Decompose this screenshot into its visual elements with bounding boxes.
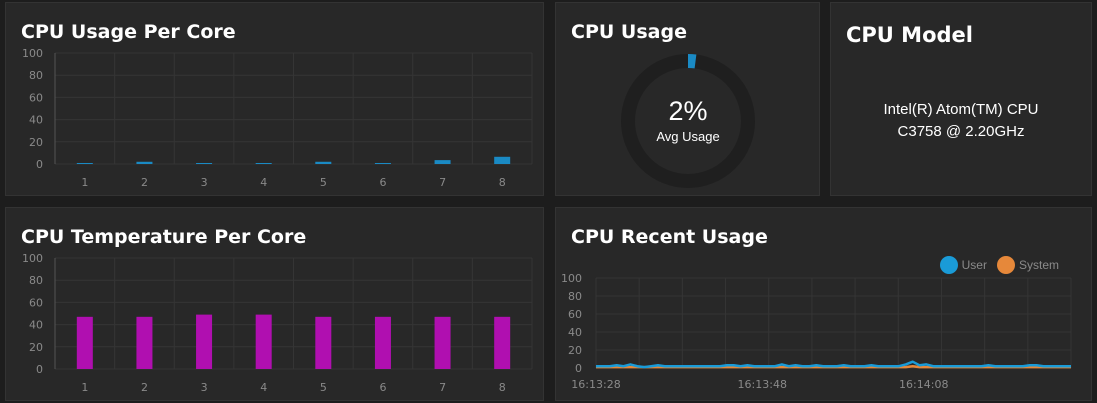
- bar[interactable]: [434, 316, 451, 369]
- per-core-usage-chart: 0 20 40 60 80 100 1 2 3 4 5 6 7 8: [22, 47, 533, 189]
- series-line-user[interactable]: [596, 360, 1071, 369]
- x-tick-label: 1: [81, 381, 88, 394]
- cpu-usage-per-core-panel: CPU Usage Per Core 0 20 40 60 80 100 1 2 3 4 5 6 7 8: [5, 2, 544, 196]
- gauge-value: 2%: [668, 96, 708, 126]
- panel-title: CPU Usage: [571, 21, 687, 43]
- cpu-usage-panel: CPU Usage 2% Avg Usage: [555, 2, 820, 196]
- gauge-label: Avg Usage: [656, 129, 720, 144]
- y-tick-label: 80: [29, 69, 43, 82]
- x-tick-label: 8: [499, 176, 506, 189]
- gauge-ring: [621, 54, 755, 188]
- y-tick-label: 100: [22, 47, 43, 60]
- x-tick-label: 5: [320, 381, 327, 394]
- cpu-model-name: Intel(R) Atom(TM) CPU C3758 @ 2.20GHz: [831, 99, 1091, 143]
- y-tick-label: 20: [29, 341, 43, 354]
- cpu-model-line: C3758 @ 2.20GHz: [897, 123, 1025, 140]
- x-tick-label: 3: [201, 381, 208, 394]
- cpu-temperature-panel: CPU Temperature Per Core 0 20 40 60 80 100 1 2 3…: [5, 207, 544, 401]
- y-tick-label: 20: [568, 344, 582, 357]
- cpu-model-panel: CPU Model Intel(R) Atom(TM) CPU C3758 @ …: [830, 2, 1092, 196]
- bar[interactable]: [315, 161, 332, 164]
- y-tick-label: 0: [36, 158, 43, 171]
- bar[interactable]: [136, 161, 153, 164]
- y-tick-label: 100: [561, 272, 582, 285]
- y-tick-label: 80: [568, 290, 582, 303]
- y-tick-label: 0: [36, 363, 43, 376]
- x-tick-label: 4: [260, 176, 267, 189]
- bar[interactable]: [315, 316, 332, 369]
- bar[interactable]: [374, 316, 391, 369]
- panel-title: CPU Model: [846, 23, 973, 47]
- y-tick-label: 40: [568, 326, 582, 339]
- bar[interactable]: [76, 316, 93, 369]
- legend-label: User: [961, 258, 987, 272]
- chart-legend: User System: [939, 256, 1059, 274]
- y-tick-label: 60: [29, 296, 43, 309]
- x-tick-label: 1: [81, 176, 88, 189]
- x-tick-label: 2: [141, 176, 148, 189]
- y-tick-label: 60: [29, 91, 43, 104]
- bar[interactable]: [136, 316, 153, 369]
- panel-title: CPU Temperature Per Core: [21, 226, 307, 248]
- x-tick-label: 2: [141, 381, 148, 394]
- recent-usage-chart: 0 20 40 60 80 100 16:13:28 16:13:48 16:14:08: [561, 272, 1072, 391]
- x-tick-label: 7: [439, 176, 446, 189]
- y-tick-label: 20: [29, 136, 43, 149]
- x-tick-label: 16:14:08: [899, 378, 948, 391]
- user-swatch: [939, 256, 958, 274]
- x-tick-label: 4: [260, 381, 267, 394]
- gauge-arc: [621, 54, 755, 188]
- panel-title: CPU Recent Usage: [571, 226, 768, 248]
- x-tick-label: 16:13:48: [738, 378, 787, 391]
- cpu-model-line: Intel(R) Atom(TM) CPU: [883, 101, 1039, 118]
- x-tick-label: 8: [499, 381, 506, 394]
- y-tick-label: 0: [575, 362, 582, 375]
- bar[interactable]: [76, 163, 93, 164]
- legend-item-user[interactable]: User: [939, 256, 987, 274]
- bar[interactable]: [196, 314, 213, 369]
- cpu-recent-usage-panel: CPU Recent Usage User System 0 20 40 60 80 10…: [555, 207, 1092, 401]
- bar[interactable]: [196, 163, 213, 164]
- y-tick-label: 40: [29, 114, 43, 127]
- x-tick-label: 16:13:28: [571, 378, 620, 391]
- y-tick-label: 40: [29, 319, 43, 332]
- bar[interactable]: [255, 314, 272, 369]
- temperature-chart: 0 20 40 60 80 100 1 2 3 4 5 6 7 8: [22, 252, 533, 394]
- panel-title: CPU Usage Per Core: [21, 21, 236, 43]
- x-tick-label: 6: [379, 176, 386, 189]
- y-tick-label: 100: [22, 252, 43, 265]
- x-tick-label: 3: [201, 176, 208, 189]
- system-swatch: [996, 256, 1015, 274]
- usage-gauge: 2% Avg Usage: [619, 52, 757, 190]
- legend-item-system[interactable]: System: [996, 256, 1059, 274]
- x-tick-label: 5: [320, 176, 327, 189]
- legend-label: System: [1018, 258, 1059, 272]
- x-tick-label: 7: [439, 381, 446, 394]
- x-tick-label: 6: [379, 381, 386, 394]
- bar[interactable]: [374, 163, 391, 164]
- bar[interactable]: [494, 316, 511, 369]
- bar[interactable]: [255, 163, 272, 164]
- bar[interactable]: [494, 156, 511, 164]
- y-tick-label: 80: [29, 274, 43, 287]
- y-tick-label: 60: [568, 308, 582, 321]
- bar[interactable]: [434, 160, 451, 164]
